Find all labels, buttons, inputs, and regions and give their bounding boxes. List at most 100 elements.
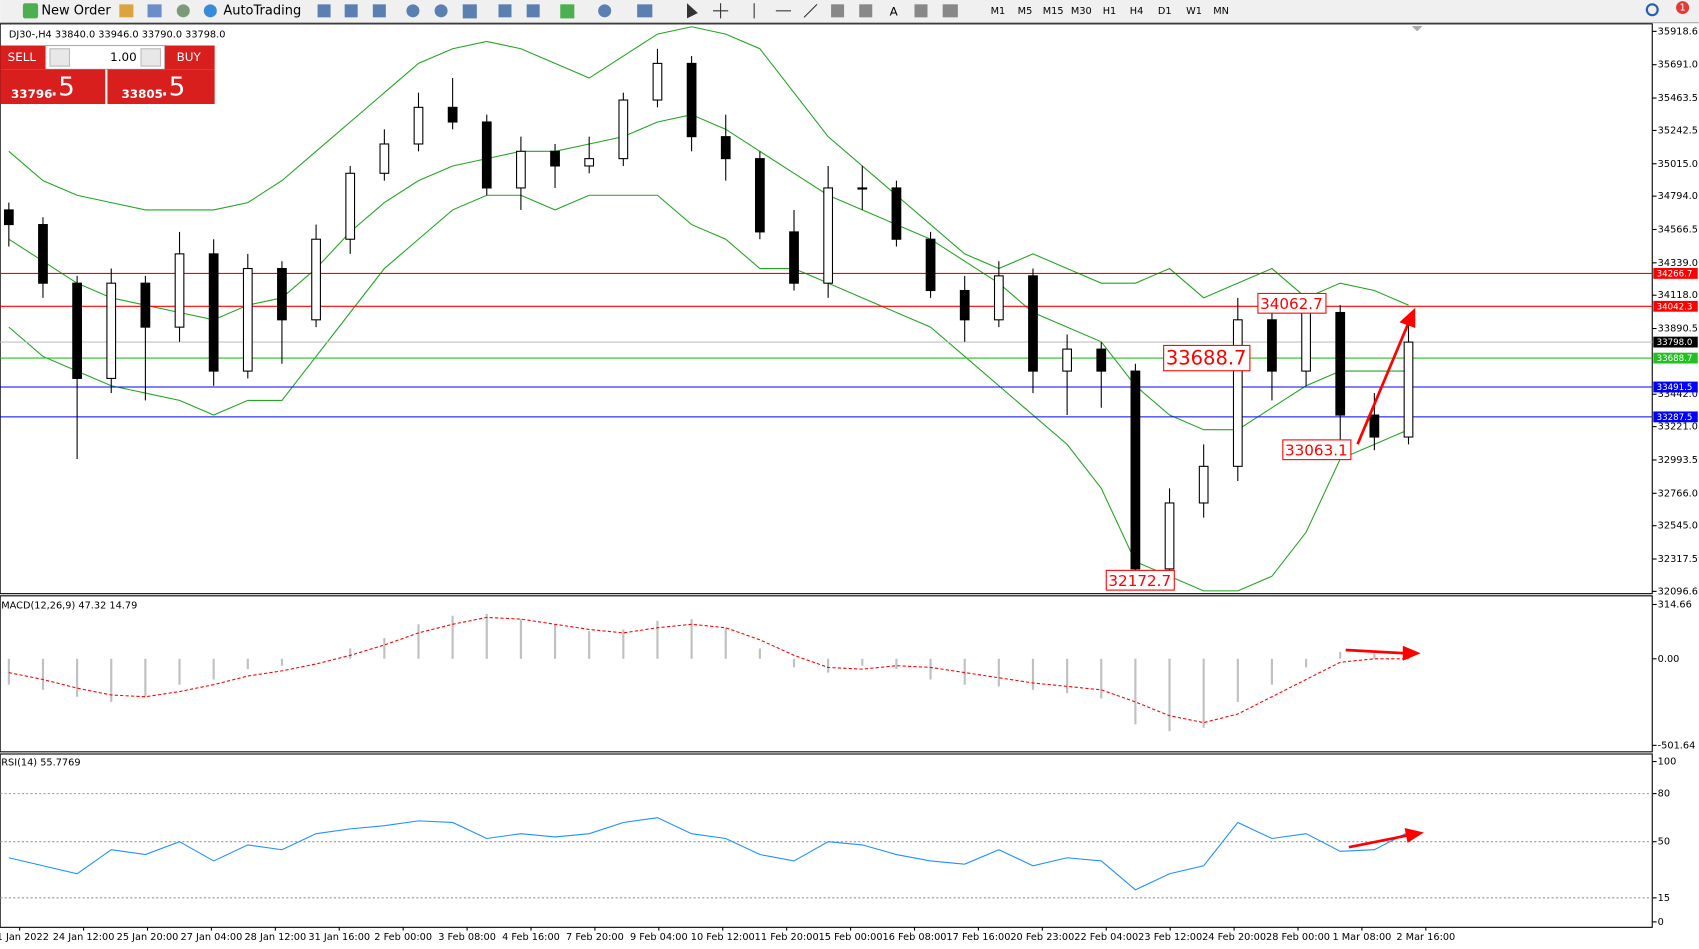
candle-body (686, 62, 697, 138)
rsi-panel (0, 753, 1653, 928)
y-tick-label: 0 (1658, 917, 1664, 928)
candle-body (38, 224, 48, 284)
candle-body (345, 172, 356, 240)
timeframe-button[interactable]: M5 (1018, 6, 1033, 17)
bollinger-lower (8, 194, 1409, 592)
timeframe-button[interactable]: H1 (1103, 6, 1117, 17)
lot-decrease[interactable] (49, 48, 71, 67)
channel-tool[interactable] (831, 4, 845, 18)
chart-shift-marker (1411, 26, 1423, 32)
candle-body (516, 150, 526, 189)
search-icon[interactable] (1645, 3, 1659, 17)
ask-price: 33805 (121, 87, 162, 101)
x-tick-label: 27 Jan 04:00 (181, 932, 243, 943)
bid-price-box[interactable] (0, 69, 106, 104)
new-order-button[interactable]: New Order (41, 3, 111, 18)
candle-body (1232, 319, 1243, 467)
buy-label[interactable]: BUY (177, 50, 202, 64)
timeframe-button[interactable]: H4 (1130, 6, 1144, 17)
zoom-in[interactable] (406, 4, 420, 18)
price-label: 34042.3 (1657, 302, 1693, 312)
y-tick-label: 33890.5 (1658, 324, 1698, 335)
x-tick-label: 4 Feb 16:00 (502, 932, 560, 943)
candle-body (618, 99, 629, 160)
toolbar-icon[interactable] (372, 4, 386, 18)
candle-body (1267, 319, 1277, 372)
x-tick-label: 17 Feb 16:00 (946, 932, 1010, 943)
x-tick-label: 24 Feb 20:00 (1202, 932, 1266, 943)
templates[interactable] (637, 4, 653, 18)
timeframe-button[interactable]: M30 (1071, 6, 1092, 17)
arrow-head (1402, 645, 1421, 661)
notification-badge[interactable] (1676, 1, 1690, 15)
x-tick-label: 9 Feb 04:00 (630, 932, 688, 943)
candle-body (720, 136, 731, 160)
buy-button[interactable] (164, 45, 215, 70)
bid-pips: .5 (50, 72, 75, 102)
indicators[interactable] (560, 4, 575, 19)
toolbar-icon[interactable] (526, 4, 540, 18)
price-label: 33287.5 (1657, 413, 1693, 423)
autotrading-button[interactable]: AutoTrading (223, 3, 301, 18)
periods[interactable] (598, 4, 612, 18)
candle-body (891, 187, 902, 240)
toolbar-icon[interactable] (498, 4, 512, 18)
shapes-tool[interactable] (942, 4, 958, 18)
toolbar-icon[interactable] (317, 4, 331, 18)
candle-body (72, 282, 82, 379)
lot-increase[interactable] (140, 48, 162, 67)
timeframe-button[interactable]: M1 (991, 6, 1006, 17)
main-chart-panel (0, 23, 1653, 595)
label-tool[interactable] (914, 4, 928, 18)
y-tick-label: 33221.0 (1658, 422, 1698, 433)
new-order-icon[interactable] (22, 3, 39, 19)
arrow-head (1399, 307, 1416, 329)
x-tick-label: 24 Jan 12:00 (53, 932, 115, 943)
toolbar-icon[interactable] (176, 4, 190, 18)
x-tick-label: 15 Feb 00:00 (819, 932, 883, 943)
candle-body (857, 187, 868, 190)
candle-body (1301, 311, 1311, 372)
candle-body (1028, 275, 1038, 372)
y-tick-label: 34566.5 (1658, 224, 1698, 235)
price-annotation-box (1257, 292, 1327, 314)
price-label-box (1653, 300, 1698, 312)
y-tick-label: 314.66 (1658, 600, 1692, 611)
sell-button[interactable] (0, 45, 46, 70)
timeframe-button[interactable]: M15 (1043, 6, 1064, 17)
candle-body (1164, 502, 1175, 570)
price-label-box (1653, 352, 1698, 364)
crosshair-tool[interactable] (713, 3, 729, 19)
timeframe-button[interactable]: D1 (1158, 6, 1172, 17)
candle-body (1403, 341, 1414, 438)
candle-body (1335, 311, 1346, 416)
candle-body (550, 150, 560, 167)
y-tick-label: 35918.6 (1658, 26, 1698, 37)
cursor-tool[interactable] (687, 3, 698, 19)
candle-body (379, 143, 390, 174)
toolbar-icon[interactable] (344, 4, 358, 18)
autotrading-icon[interactable] (203, 4, 217, 18)
tile-windows[interactable] (462, 4, 477, 19)
fibo-tool[interactable] (859, 4, 873, 18)
ask-price-box[interactable] (107, 69, 215, 104)
trendline-tool[interactable] (803, 3, 818, 18)
sell-label[interactable]: SELL (8, 50, 37, 64)
timeframe-button[interactable]: W1 (1186, 6, 1202, 17)
x-tick-label: 31 Jan 16:00 (308, 932, 370, 943)
toolbar-icon[interactable] (147, 4, 162, 18)
zoom-out[interactable] (434, 4, 448, 18)
y-tick-label: 34118.0 (1658, 290, 1698, 301)
arrow (1356, 322, 1410, 445)
candle-body (584, 158, 595, 167)
drawn-arrows (1345, 307, 1424, 849)
indicator-title: MACD(12,26,9) 47.32 14.79 (1, 601, 137, 612)
indicator-title: DJ30-,H4 33840.0 33946.0 33790.0 33798.0 (9, 30, 226, 41)
candle-body (413, 106, 424, 145)
candle-body (140, 282, 151, 328)
timeframe-button[interactable]: MN (1213, 6, 1229, 17)
text-tool[interactable]: A (890, 4, 899, 18)
toolbar-icon[interactable] (119, 4, 134, 18)
lot-value[interactable]: 1.00 (110, 50, 137, 64)
